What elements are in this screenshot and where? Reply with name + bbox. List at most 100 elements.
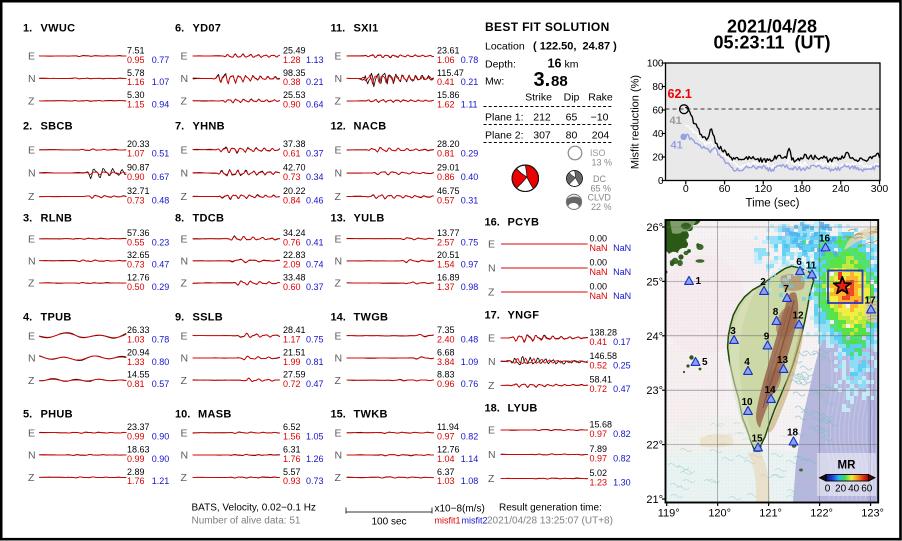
svg-text:16: 16 [819, 233, 831, 244]
svg-text:0.82: 0.82 [613, 429, 631, 439]
svg-text:3.84: 3.84 [437, 357, 455, 367]
svg-text:N: N [335, 353, 343, 365]
svg-text:Z: Z [28, 375, 35, 387]
svg-text:33.48: 33.48 [283, 272, 306, 282]
svg-text:1.05: 1.05 [306, 432, 324, 442]
svg-text:Mw:: Mw: [485, 76, 504, 88]
svg-text:N: N [488, 263, 496, 275]
svg-text:5.78: 5.78 [127, 68, 145, 78]
svg-text:N: N [28, 450, 36, 462]
svg-text:0.48: 0.48 [152, 195, 170, 205]
svg-text:58.41: 58.41 [590, 375, 613, 385]
svg-text:YNGF: YNGF [508, 309, 540, 321]
svg-text:120: 120 [755, 183, 773, 195]
svg-text:0.37: 0.37 [306, 282, 324, 292]
svg-text:28.20: 28.20 [437, 139, 460, 149]
svg-text:2.57: 2.57 [437, 238, 455, 248]
svg-text:138.28: 138.28 [590, 327, 618, 337]
svg-text:0.29: 0.29 [461, 149, 479, 159]
svg-text:2021/04/28 13:25:07 (UT+8): 2021/04/28 13:25:07 (UT+8) [487, 516, 613, 527]
svg-text:1.03: 1.03 [127, 335, 145, 345]
svg-text:15.86: 15.86 [437, 90, 460, 100]
svg-text:x10−8(m/s): x10−8(m/s) [435, 504, 485, 515]
svg-text:15: 15 [751, 433, 763, 444]
svg-text:12.76: 12.76 [437, 444, 460, 454]
svg-text:Z: Z [335, 191, 342, 203]
svg-text:0.46: 0.46 [306, 195, 324, 205]
svg-text:N: N [28, 168, 36, 180]
svg-text:TPUB: TPUB [41, 311, 72, 323]
svg-text:2.89: 2.89 [127, 467, 145, 477]
svg-text:1.99: 1.99 [283, 357, 301, 367]
svg-text:23.61: 23.61 [437, 45, 460, 55]
svg-text:1.23: 1.23 [590, 477, 608, 487]
svg-text:24°: 24° [646, 331, 663, 343]
svg-text:7.89: 7.89 [590, 444, 608, 454]
svg-text:12.: 12. [331, 120, 346, 132]
svg-text:RLNB: RLNB [41, 212, 73, 224]
svg-text:1.28: 1.28 [283, 55, 301, 65]
svg-text:0.78: 0.78 [152, 335, 170, 345]
svg-text:N: N [335, 450, 343, 462]
svg-text:E: E [28, 51, 35, 63]
svg-text:121°: 121° [759, 508, 782, 520]
svg-text:0.37: 0.37 [306, 149, 324, 159]
svg-text:65 %: 65 % [591, 184, 612, 194]
svg-text:0.67: 0.67 [152, 172, 170, 182]
svg-text:240: 240 [832, 183, 850, 195]
svg-text:0.77: 0.77 [152, 55, 170, 65]
svg-text:N: N [28, 73, 36, 85]
svg-text:3.: 3. [23, 212, 32, 224]
svg-text:0.47: 0.47 [613, 384, 631, 394]
svg-text:Number of alive data: 51: Number of alive data: 51 [192, 516, 301, 527]
svg-text:5.57: 5.57 [283, 467, 301, 477]
svg-text:0.78: 0.78 [461, 55, 479, 65]
svg-text:20.22: 20.22 [283, 186, 306, 196]
svg-text:misfit1: misfit1 [435, 516, 461, 526]
svg-text:0.61: 0.61 [283, 149, 301, 159]
svg-text:26°: 26° [646, 222, 663, 234]
svg-text:2021/04/28: 2021/04/28 [727, 17, 817, 37]
svg-text:E: E [181, 233, 188, 245]
svg-text:16: 16 [548, 57, 562, 71]
svg-text:21.51: 21.51 [283, 347, 306, 357]
svg-text:Z: Z [335, 278, 342, 290]
svg-text:0.76: 0.76 [283, 238, 301, 248]
svg-text:0.17: 0.17 [613, 337, 631, 347]
svg-text:1.62: 1.62 [437, 100, 455, 110]
svg-text:20: 20 [652, 153, 664, 164]
svg-text:05:23:11 (UT): 05:23:11 (UT) [713, 33, 830, 53]
svg-text:0.84: 0.84 [283, 195, 301, 205]
svg-text:0.75: 0.75 [306, 335, 324, 345]
svg-text:km: km [565, 59, 579, 71]
svg-text:0.31: 0.31 [461, 195, 479, 205]
svg-text:13.: 13. [331, 212, 346, 224]
svg-text:0.81: 0.81 [306, 357, 324, 367]
svg-text:0.38: 0.38 [283, 77, 301, 87]
svg-text:0.47: 0.47 [306, 379, 324, 389]
svg-text:7.51: 7.51 [127, 45, 145, 55]
svg-text:E: E [181, 427, 188, 439]
svg-text:Z: Z [181, 278, 188, 290]
svg-text:11: 11 [806, 260, 817, 271]
svg-text:MASB: MASB [198, 408, 232, 420]
svg-text:0.97: 0.97 [437, 432, 455, 442]
svg-text:Plane 2:: Plane 2: [485, 129, 524, 141]
svg-text:120°: 120° [708, 508, 731, 520]
svg-text:3: 3 [730, 326, 736, 337]
svg-text:misfit2: misfit2 [462, 516, 488, 526]
svg-text:0.82: 0.82 [613, 453, 631, 463]
svg-text:0.94: 0.94 [152, 100, 170, 110]
svg-text:23.37: 23.37 [127, 422, 150, 432]
svg-text:6.37: 6.37 [437, 467, 455, 477]
svg-text:PCYB: PCYB [508, 217, 540, 229]
svg-text:65: 65 [566, 111, 578, 123]
svg-text:1.76: 1.76 [127, 476, 145, 486]
svg-text:7.35: 7.35 [437, 325, 455, 335]
svg-text:0: 0 [825, 484, 831, 495]
svg-text:2: 2 [760, 277, 766, 288]
svg-text:1.16: 1.16 [127, 77, 145, 87]
svg-text:5.: 5. [23, 408, 32, 420]
svg-text:1.17: 1.17 [283, 335, 301, 345]
svg-text:23°: 23° [646, 385, 663, 397]
